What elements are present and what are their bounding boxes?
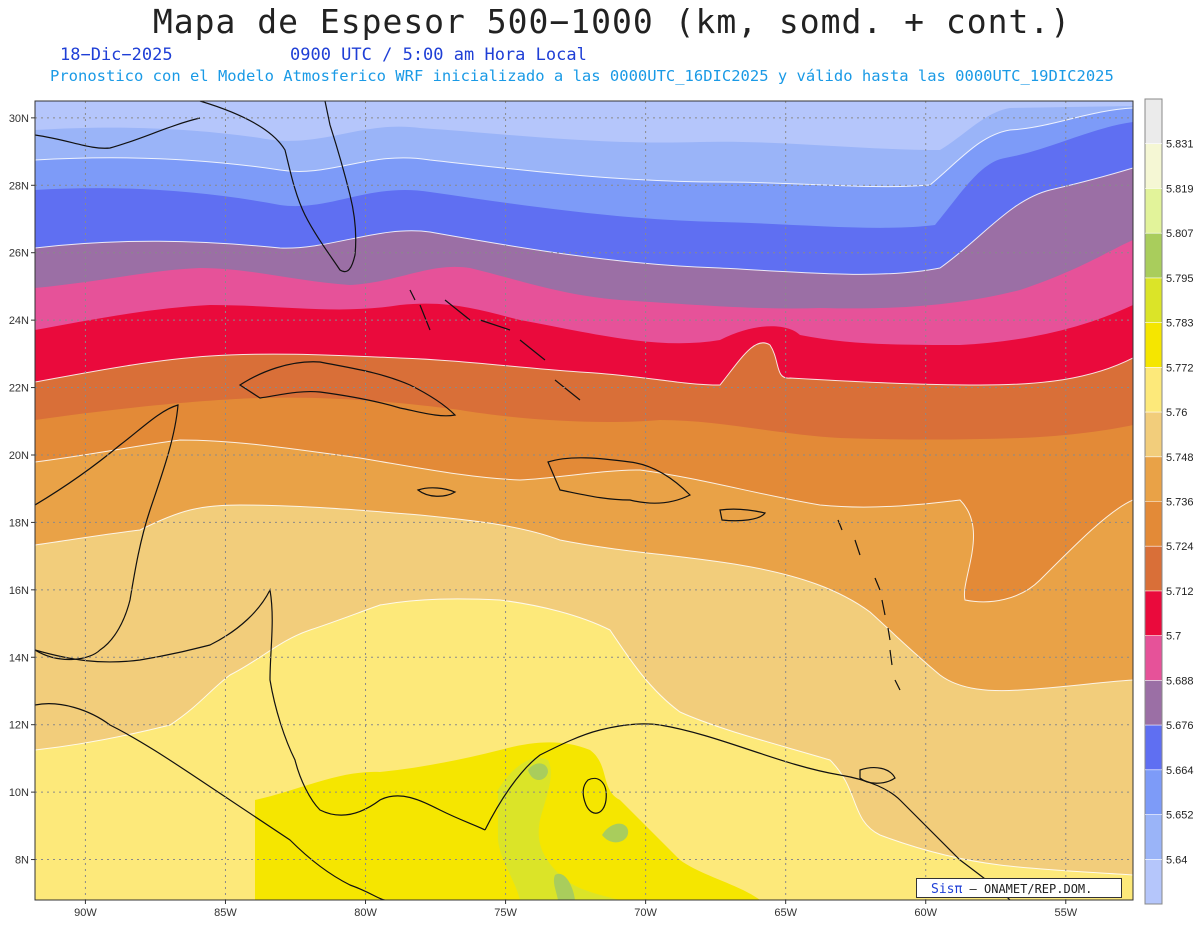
colorbar-label: 5.724 <box>1166 541 1194 553</box>
colorbar-swatch <box>1145 143 1162 189</box>
lon-label-80W: 80W <box>354 907 377 919</box>
colorbar-swatch <box>1145 412 1162 458</box>
colorbar-label: 5.652 <box>1166 810 1194 822</box>
band-5808c <box>553 873 575 900</box>
lat-label-16N: 16N <box>9 585 29 597</box>
forecast-time: 0900 UTC / 5:00 am Hora Local <box>290 45 587 65</box>
colorbar-label: 5.712 <box>1166 586 1194 598</box>
band-5808b <box>602 823 629 843</box>
credit-brand: Sisπ <box>931 882 963 897</box>
lesser-antilles <box>837 519 901 691</box>
credit-text: – ONAMET/REP.DOM. <box>969 882 1093 896</box>
lat-label-10N: 10N <box>9 787 29 799</box>
colorbar-label: 5.664 <box>1166 765 1194 777</box>
colorbar-swatch <box>1145 233 1162 279</box>
credit-box: Sisπ – ONAMET/REP.DOM. <box>916 878 1122 898</box>
lon-label-75W: 75W <box>494 907 517 919</box>
colorbar-swatch <box>1145 725 1162 771</box>
colorbar-label: 5.819 <box>1166 183 1194 195</box>
lon-label-65W: 65W <box>774 907 797 919</box>
colorbar-label: 5.688 <box>1166 675 1194 687</box>
colorbar-label: 5.807 <box>1166 228 1194 240</box>
colorbar-swatch <box>1145 322 1162 368</box>
longitude-labels: 90W 85W 80W 75W 70W 65W 60W 55W <box>74 900 1078 919</box>
lon-label-60W: 60W <box>914 907 937 919</box>
colorbar-swatch <box>1145 859 1162 905</box>
colorbar-swatch <box>1145 635 1162 681</box>
colorbar-swatch <box>1145 367 1162 413</box>
central-america-isthmus <box>35 588 486 831</box>
lake-maracaibo <box>582 777 607 814</box>
colorbar-label: 5.64 <box>1166 854 1187 866</box>
cuba <box>238 361 457 417</box>
puerto-rico <box>719 508 767 522</box>
band-5808 <box>528 763 548 780</box>
trinidad <box>859 767 896 784</box>
colorbar-label: 5.736 <box>1166 497 1194 509</box>
map-frame <box>34 100 1134 901</box>
colorbar-label: 5.831 <box>1166 139 1194 151</box>
band-5796 <box>498 758 620 900</box>
colorbar-label: 5.7 <box>1166 631 1181 643</box>
forecast-date: 18−Dic−2025 <box>60 45 173 65</box>
lat-label-24N: 24N <box>9 315 29 327</box>
colorbar-label: 5.772 <box>1166 362 1194 374</box>
colorbar-swatch <box>1145 680 1162 726</box>
south-america-coast <box>484 723 1011 900</box>
thickness-bands <box>35 101 1133 900</box>
lon-label-90W: 90W <box>74 907 97 919</box>
thickness-contours <box>35 107 1133 876</box>
jamaica <box>416 487 457 497</box>
colorbar-swatch <box>1145 99 1162 145</box>
colorbar-label: 5.676 <box>1166 720 1194 732</box>
colorbar-label: 5.795 <box>1166 273 1194 285</box>
lat-label-30N: 30N <box>9 113 29 125</box>
colorbar-swatch <box>1145 814 1162 860</box>
colorbar-label: 5.76 <box>1166 407 1187 419</box>
colorbar-swatch <box>1145 456 1162 502</box>
gulf-coast <box>35 117 201 149</box>
colorbar-swatch <box>1145 590 1162 637</box>
lon-label-55W: 55W <box>1054 907 1077 919</box>
map-title: Mapa de Espesor 500−1000 (km, somd. + co… <box>152 2 1072 41</box>
bahamas <box>409 289 581 401</box>
colorbar-label: 5.783 <box>1166 318 1194 330</box>
lat-label-20N: 20N <box>9 450 29 462</box>
florida-coast <box>199 101 357 273</box>
colorbar-swatch <box>1145 769 1162 816</box>
lat-label-28N: 28N <box>9 180 29 192</box>
hispaniola <box>547 457 692 504</box>
lon-label-85W: 85W <box>214 907 237 919</box>
colorbar: 5.831 5.819 5.807 5.795 5.783 5.772 5.76 5.748 5… <box>1144 98 1194 905</box>
yucatan-central-america <box>35 404 179 661</box>
latitude-labels: 30N 28N 26N 24N 22N 20N 18N 16N 14N 12N 10N 8N <box>9 113 35 867</box>
lat-label-14N: 14N <box>9 652 29 664</box>
lat-label-18N: 18N <box>9 517 29 529</box>
colorbar-swatch <box>1145 546 1162 592</box>
lat-label-26N: 26N <box>9 248 29 260</box>
colorbar-swatch <box>1145 501 1162 547</box>
lat-label-22N: 22N <box>9 383 29 395</box>
lat-label-12N: 12N <box>9 720 29 732</box>
central-america-pacific <box>35 703 386 900</box>
colorbar-swatch <box>1145 188 1162 234</box>
forecast-description: Pronostico con el Modelo Atmosferico WRF… <box>50 67 1114 85</box>
colorbar-label: 5.748 <box>1166 452 1194 464</box>
graticule <box>35 101 1133 900</box>
lat-label-8N: 8N <box>15 855 29 867</box>
colorbar-swatch <box>1145 277 1162 324</box>
coastlines <box>35 101 1011 900</box>
lon-label-70W: 70W <box>634 907 657 919</box>
